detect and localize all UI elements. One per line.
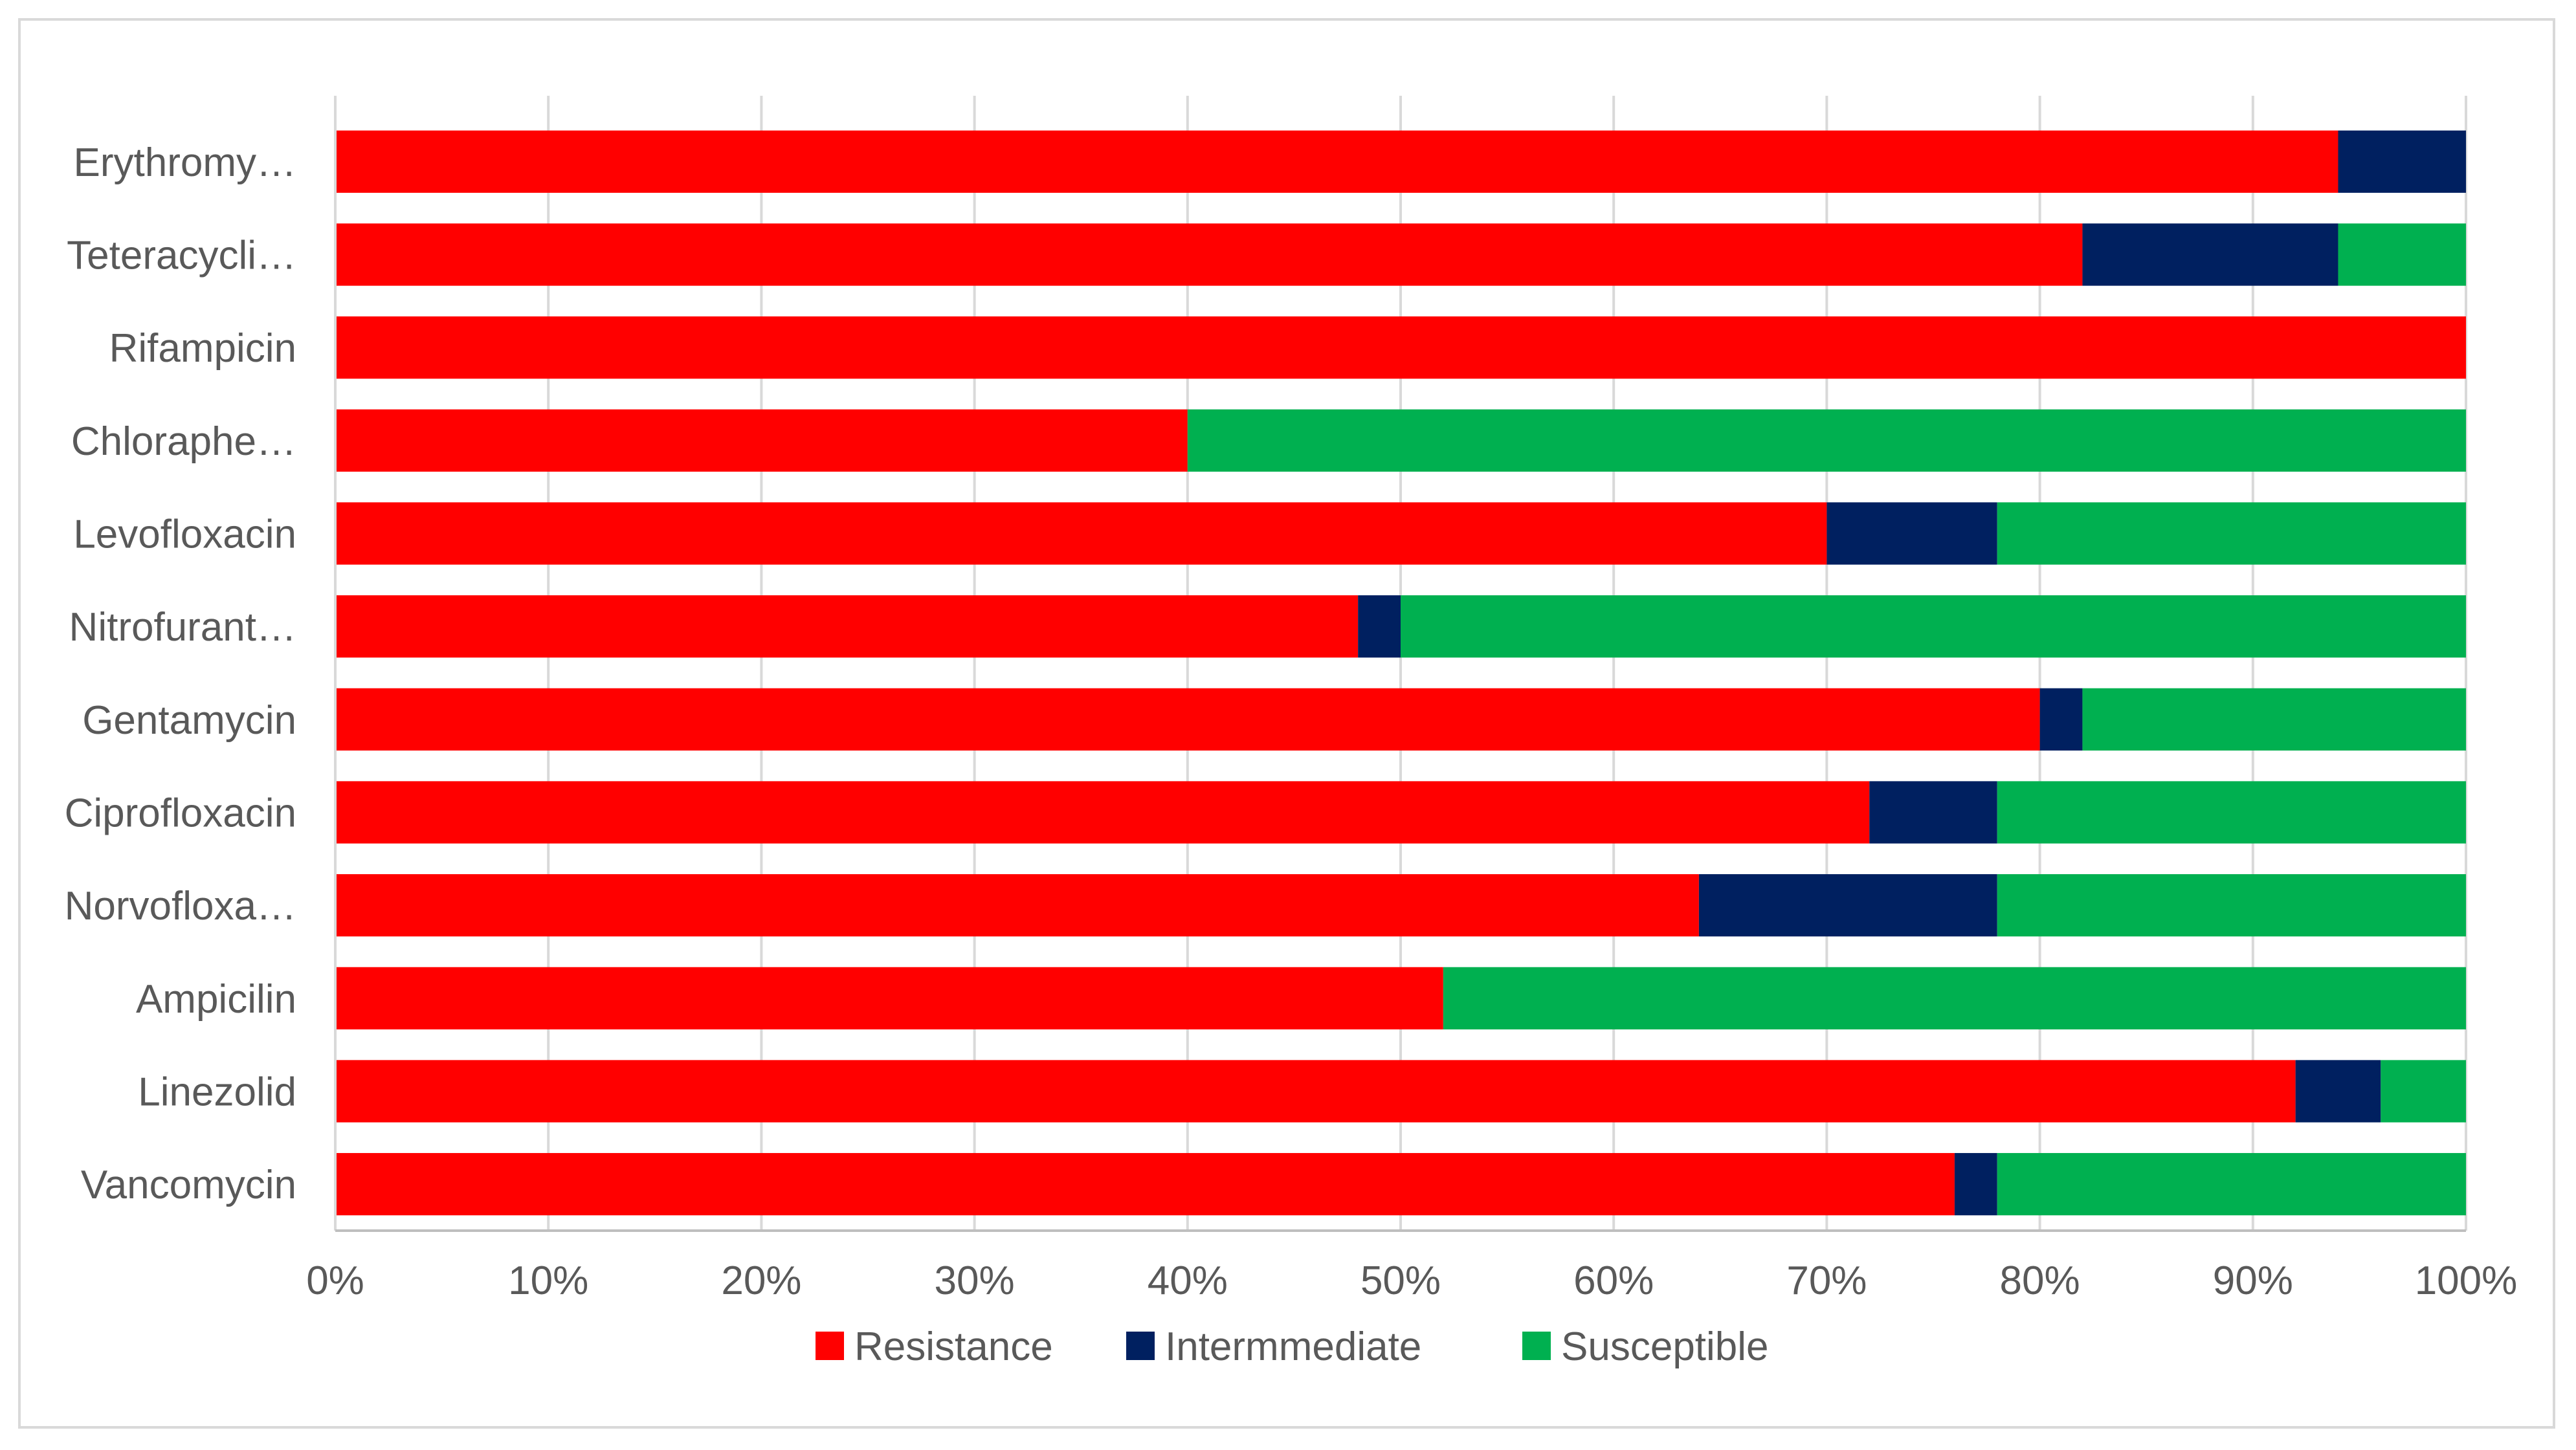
x-tick-label: 60% (1573, 1258, 1654, 1303)
category-label: Vancomycin (81, 1163, 296, 1207)
bar-segment-susceptible (1997, 502, 2466, 565)
bar-segment-susceptible (2082, 688, 2466, 751)
bar-segment-resistance (335, 595, 1359, 658)
category-label: Ciprofloxacin (65, 791, 296, 836)
category-label: Erythromy… (74, 140, 296, 185)
x-tick-label: 100% (2415, 1258, 2518, 1303)
bar-segment-resistance (335, 781, 1870, 844)
category-label: Chloraphe… (71, 419, 296, 464)
bar-segment-intermmediate (2295, 1060, 2381, 1123)
bar-segment-intermmediate (1869, 781, 1997, 844)
legend-swatch-intermmediate (1126, 1332, 1155, 1360)
bar-segment-intermmediate (2039, 688, 2083, 751)
x-tick-label: 80% (2000, 1258, 2080, 1303)
bar-segment-resistance (335, 967, 1443, 1029)
category-label: Nitrofurant… (69, 605, 296, 650)
x-tick-label: 40% (1148, 1258, 1228, 1303)
legend: Resistance Intermmediate Susceptible (816, 1324, 1769, 1369)
bar-segment-resistance (335, 223, 2083, 286)
legend-label: Susceptible (1561, 1324, 1769, 1369)
bar-segment-intermmediate (1954, 1153, 1997, 1216)
x-tick-label: 90% (2213, 1258, 2293, 1303)
legend-swatch-resistance (816, 1332, 844, 1360)
bar-segment-intermmediate (2338, 130, 2466, 193)
bar-segment-susceptible (1443, 967, 2466, 1029)
category-label: Norvofloxa… (65, 884, 296, 928)
bar-segment-susceptible (2381, 1060, 2466, 1123)
x-tick-label: 70% (1786, 1258, 1867, 1303)
bar-segment-resistance (335, 1060, 2296, 1123)
legend-swatch-susceptible (1522, 1332, 1551, 1360)
bar-segment-susceptible (1187, 409, 2466, 472)
bar-segment-susceptible (1997, 874, 2466, 937)
bar-segment-resistance (335, 688, 2040, 751)
bar-segment-intermmediate (1698, 874, 1997, 937)
category-label: Ampicilin (136, 977, 296, 1022)
bar-segment-susceptible (1997, 1153, 2466, 1216)
bars (335, 130, 2466, 1216)
x-tick-label: 10% (508, 1258, 588, 1303)
x-tick-label: 0% (306, 1258, 364, 1303)
category-label: Linezolid (138, 1070, 296, 1115)
bar-segment-resistance (335, 130, 2338, 193)
category-label: Gentamycin (82, 698, 296, 743)
stacked-bar-chart: Erythromy… Teteracycli… Rifampicin Chloraph… (65, 96, 2517, 1369)
axes (334, 96, 2466, 1232)
category-label: Teteracycli… (67, 234, 296, 278)
bar-segment-susceptible (1401, 595, 2466, 658)
bar-segment-resistance (335, 409, 1188, 472)
bar-segment-resistance (335, 502, 1827, 565)
bar-segment-resistance (335, 874, 1699, 937)
legend-label: Intermmediate (1165, 1324, 1421, 1369)
bar-segment-intermmediate (1827, 502, 1997, 565)
x-tick-labels: 0% 10% 20% 30% 40% 50% 60% 70% 80% 90% 100% (306, 1258, 2517, 1303)
bar-segment-susceptible (1997, 781, 2466, 844)
category-label: Levofloxacin (73, 512, 296, 557)
bar-segment-intermmediate (2082, 223, 2338, 286)
category-labels: Erythromy… Teteracycli… Rifampicin Chloraph… (65, 140, 296, 1207)
bar-segment-resistance (335, 316, 2466, 379)
chart-frame: Erythromy… Teteracycli… Rifampicin Chloraph… (18, 18, 2555, 1429)
bar-segment-intermmediate (1358, 595, 1401, 658)
bar-segment-susceptible (2338, 223, 2466, 286)
x-tick-label: 30% (935, 1258, 1015, 1303)
x-tick-label: 50% (1360, 1258, 1441, 1303)
category-label: Rifampicin (109, 326, 296, 371)
x-tick-label: 20% (721, 1258, 801, 1303)
bar-segment-resistance (335, 1153, 1955, 1216)
legend-label: Resistance (854, 1324, 1053, 1369)
